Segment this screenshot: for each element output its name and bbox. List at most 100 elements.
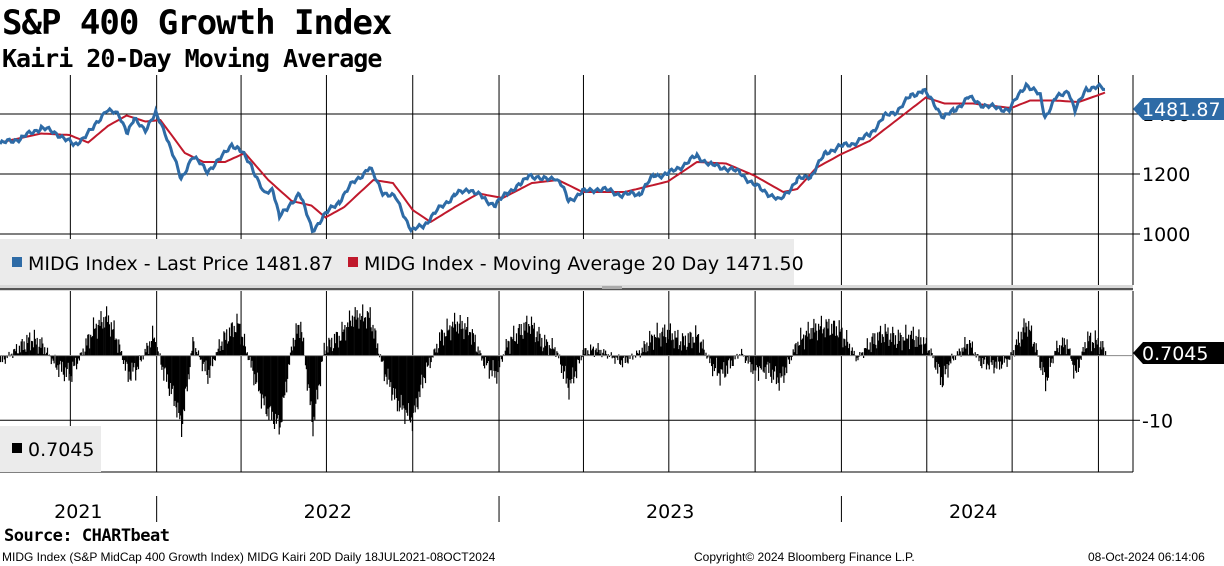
kairi-bar xyxy=(1008,355,1010,360)
kairi-bar xyxy=(284,355,286,396)
kairi-bar xyxy=(500,355,503,360)
kairi-bar xyxy=(93,329,95,356)
kairi-bar xyxy=(312,355,314,437)
kairi-bar xyxy=(993,355,995,374)
kairi-bar xyxy=(263,355,265,406)
kairi-bar xyxy=(342,332,344,356)
kairi-bar xyxy=(781,355,783,377)
kairi-bar xyxy=(117,352,119,356)
kairi-bar xyxy=(680,341,682,356)
kairi-bar xyxy=(261,355,263,395)
kairi-bar xyxy=(397,355,399,401)
kairi-bar xyxy=(58,355,60,377)
kairi-bar xyxy=(176,355,178,418)
kairi-bar xyxy=(637,353,640,356)
kairi-bar xyxy=(530,316,533,356)
kairi-bar xyxy=(246,352,248,356)
kairi-bar xyxy=(6,355,8,359)
kairi-bar xyxy=(436,343,438,356)
kairi-bar xyxy=(515,333,518,356)
kairi-bar xyxy=(445,336,447,356)
kairi-bar xyxy=(1031,346,1033,356)
kairi-bar xyxy=(880,342,882,356)
kairi-bar xyxy=(595,348,597,356)
kairi-bar xyxy=(555,355,557,357)
kairi-bar xyxy=(625,355,627,358)
kairi-bar xyxy=(390,355,392,383)
kairi-bar xyxy=(721,355,723,370)
kairi-bar xyxy=(664,324,666,356)
kairi-bar xyxy=(858,355,860,357)
kairi-bar xyxy=(222,350,224,356)
kairi-bar xyxy=(511,337,513,356)
kairi-bar xyxy=(730,355,732,361)
kairi-bar xyxy=(1093,348,1095,356)
kairi-bar xyxy=(701,348,703,356)
kairi-bar xyxy=(110,322,112,356)
kairi-bar xyxy=(587,350,589,356)
kairi-bar xyxy=(1068,349,1070,356)
kairi-bar xyxy=(186,355,188,392)
kairi-bar xyxy=(1059,345,1061,356)
kairi-bar xyxy=(80,352,82,356)
kairi-bar xyxy=(260,355,262,409)
kairi-bar xyxy=(647,351,649,356)
kairi-bar xyxy=(538,326,540,356)
kairi-bar xyxy=(3,355,5,360)
kairi-bar xyxy=(817,340,819,356)
kairi-bar xyxy=(479,350,481,356)
x-tick-label: 2023 xyxy=(646,501,694,523)
kairi-bar xyxy=(311,355,313,422)
kairi-bar xyxy=(220,345,222,356)
kairi-bar xyxy=(191,350,193,356)
kairi-bar xyxy=(960,355,962,357)
kairi-bar xyxy=(819,326,821,356)
kairi-bar xyxy=(14,348,16,356)
kairi-bar xyxy=(928,350,930,356)
kairi-bar xyxy=(696,336,698,356)
kairi-bar xyxy=(439,340,442,356)
kairi-bar xyxy=(653,334,655,356)
kairi-bar xyxy=(470,344,473,356)
kairi-bar xyxy=(150,347,152,356)
kairi-bar xyxy=(425,355,428,363)
kairi-bar xyxy=(106,322,109,356)
kairi-bar xyxy=(648,345,650,356)
kairi-bar xyxy=(916,346,918,356)
kairi-bar xyxy=(1070,355,1072,359)
kairi-bar xyxy=(410,355,413,418)
kairi-bar xyxy=(282,355,284,397)
kairi-bar xyxy=(642,351,644,356)
kairi-bar xyxy=(384,355,386,375)
kairi-bar xyxy=(976,354,978,356)
kairi-bar xyxy=(405,355,407,410)
kairi-bar xyxy=(298,324,300,356)
legend-swatch-moving-average xyxy=(348,257,358,267)
kairi-bar xyxy=(139,355,141,360)
kairi-bar xyxy=(1003,355,1005,363)
kairi-bar xyxy=(339,341,341,356)
kairi-bar xyxy=(61,355,64,362)
kairi-bar xyxy=(471,329,473,356)
kairi-bar xyxy=(1051,355,1053,359)
kairi-bar xyxy=(548,345,550,356)
x-axis-ticks: 2021 2022 2023 2024 xyxy=(54,496,997,523)
kairi-bar xyxy=(687,333,689,356)
kairi-bar xyxy=(29,332,31,356)
kairi-bar xyxy=(552,348,554,356)
kairi-bar xyxy=(1092,342,1094,356)
kairi-bar xyxy=(576,355,578,379)
kairi-bar xyxy=(772,355,774,370)
kairi-bar xyxy=(942,355,944,386)
kairi-bar xyxy=(78,355,80,361)
kairi-bar xyxy=(370,327,372,356)
kairi-bar xyxy=(489,355,491,371)
kairi-bar xyxy=(1010,352,1012,356)
kairi-bar xyxy=(616,355,618,358)
kairi-bar xyxy=(887,327,889,356)
kairi-bar xyxy=(216,352,218,356)
kairi-bar xyxy=(719,355,721,386)
kairi-bar xyxy=(795,343,797,356)
kairi-bar xyxy=(1064,344,1066,356)
kairi-bar xyxy=(731,355,733,366)
